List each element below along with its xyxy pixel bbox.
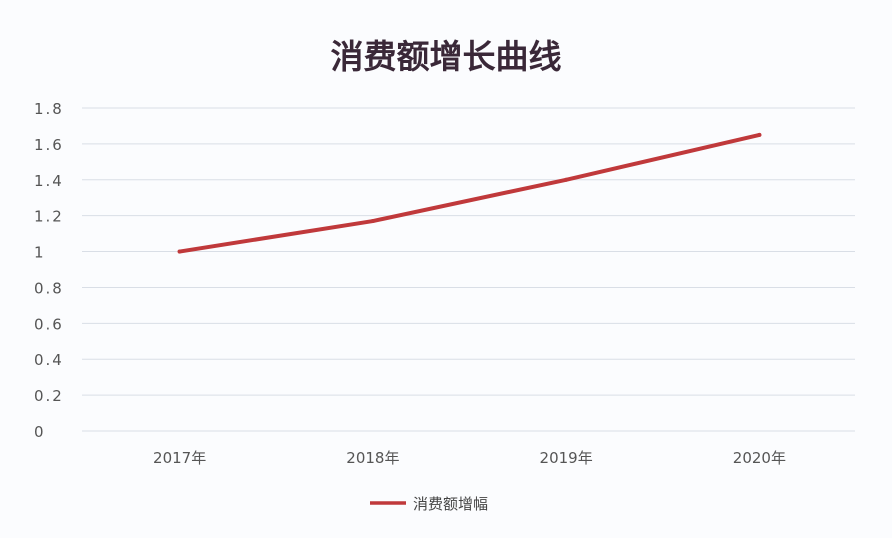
data-point	[757, 132, 762, 137]
y-tick-label: 0.2	[34, 387, 64, 405]
y-tick-label: 1	[34, 244, 46, 262]
legend-label: 消费额增幅	[413, 495, 488, 513]
data-point	[370, 219, 375, 224]
y-tick-label: 0.6	[34, 315, 64, 333]
legend: 消费额增幅	[370, 495, 488, 513]
y-tick-label: 1.6	[34, 136, 64, 154]
y-tick-label: 0.4	[34, 351, 64, 369]
data-point	[564, 177, 569, 182]
y-tick-label: 1.4	[34, 172, 64, 190]
x-tick-label: 2018年	[346, 449, 399, 467]
x-tick-label: 2019年	[540, 449, 593, 467]
y-tick-label: 1.8	[34, 100, 64, 118]
y-tick-label: 0.8	[34, 279, 64, 297]
x-tick-label: 2020年	[733, 449, 786, 467]
series-line	[177, 132, 762, 254]
chart-title: 消费额增长曲线	[331, 37, 562, 76]
x-tick-label: 2017年	[153, 449, 206, 467]
y-tick-label: 1.2	[34, 208, 64, 226]
data-point	[177, 249, 182, 254]
y-tick-label: 0	[34, 423, 46, 441]
